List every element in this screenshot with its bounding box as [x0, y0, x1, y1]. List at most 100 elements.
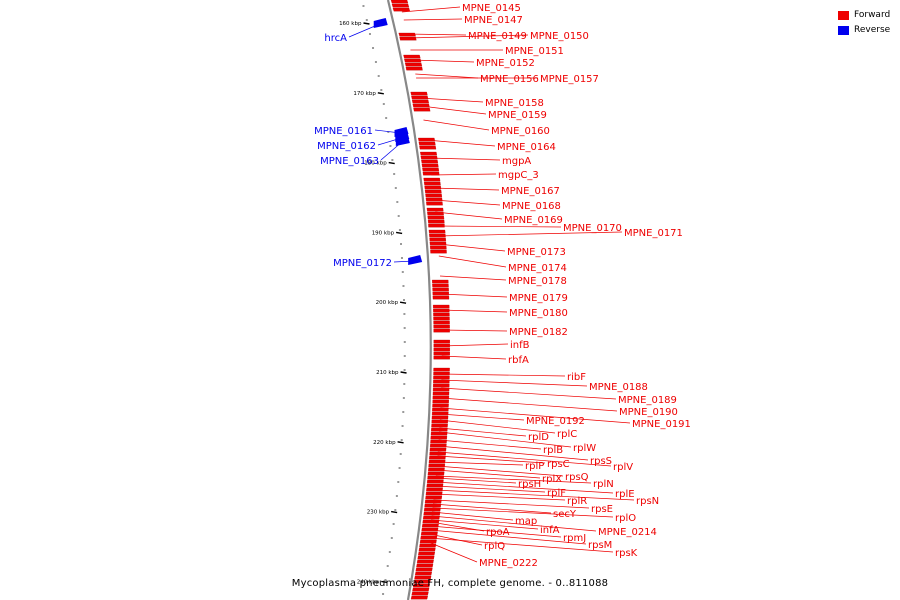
gene-label-mpne-0214: MPNE_0214	[598, 527, 657, 538]
forward-gene-block	[427, 215, 445, 220]
label-connector	[441, 309, 508, 313]
forward-gene-block	[433, 320, 450, 325]
gene-label-rplp: rplP	[525, 461, 544, 472]
forward-gene-block	[428, 223, 445, 228]
forward-gene-block	[429, 237, 447, 242]
forward-gene-block	[418, 551, 436, 556]
label-connector	[380, 141, 403, 161]
forward-gene-block	[413, 579, 431, 584]
gene-label-mpne-0161: MPNE_0161	[314, 126, 373, 137]
label-connector	[429, 529, 587, 545]
forward-gene-block	[432, 295, 450, 300]
tick-marks: 160 kbp 170 kbp 180 kbp 190 kbp 200 kbp 210 k…	[339, 5, 407, 595]
forward-gene-block	[423, 181, 441, 186]
gene-label-rpmj: rpmJ	[563, 533, 586, 544]
gene-label-mgpa: mgpA	[502, 156, 531, 167]
map-caption: Mycoplasma pneumoniae FH, complete genom…	[291, 578, 609, 589]
gene-label-ribf: ribF	[567, 372, 586, 383]
gene-label-rplo: rplO	[615, 513, 636, 524]
label-connector	[434, 489, 635, 501]
label-connector	[441, 379, 588, 387]
label-connector	[440, 407, 631, 424]
gene-label-mpne-0157: MPNE_0157	[540, 74, 599, 85]
forward-gene-block	[411, 591, 429, 596]
forward-gene-block	[432, 291, 450, 296]
label-connector	[441, 387, 617, 400]
forward-gene-block	[426, 201, 443, 206]
gene-label-mpne-0168: MPNE_0168	[502, 201, 561, 212]
forward-gene-block	[433, 308, 450, 313]
gene-label-mpne-0174: MPNE_0174	[508, 263, 567, 274]
label-connector	[440, 413, 525, 421]
gene-label-rplw: rplW	[573, 443, 596, 454]
forward-gene-block	[420, 151, 438, 156]
gene-label-hrca: hrcA	[324, 33, 347, 44]
forward-gene-block	[433, 316, 450, 321]
gene-label-rplr: rplR	[567, 496, 587, 507]
forward-gene-block	[416, 559, 434, 564]
forward-gene-block	[431, 415, 449, 420]
gene-label-mpne-0192: MPNE_0192	[526, 416, 585, 427]
gene-label-mpne-0160: MPNE_0160	[491, 126, 550, 137]
label-connector	[437, 243, 506, 252]
label-connector	[441, 329, 508, 332]
tick-label: 160 kbp	[339, 21, 362, 27]
forward-gene-block	[412, 583, 430, 588]
gene-label-rpse: rpsE	[591, 504, 613, 515]
tick-label: 230 kbp	[367, 510, 390, 516]
major-tick	[377, 92, 384, 95]
label-connector	[440, 293, 508, 298]
label-connector	[434, 493, 566, 501]
gene-label-rpsq: rpsQ	[565, 472, 589, 483]
forward-gene-block	[411, 99, 429, 104]
forward-gene-block	[410, 91, 428, 96]
forward-gene-block	[420, 155, 438, 160]
gene-label-mpne-0178: MPNE_0178	[508, 276, 567, 287]
label-connector	[421, 105, 487, 115]
label-connector	[407, 34, 529, 39]
label-connector	[432, 503, 552, 514]
label-connector	[415, 73, 479, 79]
reverse-gene-block	[408, 255, 423, 265]
label-connector	[436, 469, 541, 479]
forward-gene-block	[433, 351, 450, 356]
label-connector	[434, 199, 501, 206]
label-connector	[432, 511, 514, 521]
label-connector	[441, 355, 507, 360]
tick-label: 190 kbp	[372, 230, 395, 236]
label-connector	[435, 475, 592, 484]
label-connector	[429, 157, 501, 161]
forward-gene-block	[412, 587, 430, 592]
forward-gene-block	[419, 539, 437, 544]
forward-gene-block	[422, 167, 440, 172]
forward-gene-block	[414, 571, 432, 576]
label-connector	[437, 461, 524, 466]
gene-label-mpne-0164: MPNE_0164	[497, 142, 556, 153]
gene-label-mpne-0149: MPNE_0149	[468, 31, 527, 42]
gene-label-rplv: rplV	[613, 462, 633, 473]
label-connector	[377, 137, 402, 146]
forward-gene-block	[433, 328, 450, 333]
reverse-gene-block	[373, 18, 388, 28]
gene-label-rplx: rplX	[542, 474, 562, 485]
label-connector	[419, 97, 484, 103]
forward-gene-block	[425, 491, 443, 496]
label-connector	[437, 231, 623, 237]
forward-gene-block	[433, 375, 450, 380]
label-connector	[438, 445, 589, 461]
forward-gene-block	[416, 563, 434, 568]
forward-gene-block	[403, 54, 421, 59]
forward-gene-block	[426, 487, 443, 492]
label-connector	[393, 260, 415, 263]
forward-gene-block	[421, 159, 439, 164]
label-connector	[431, 519, 539, 530]
forward-gene-block	[415, 567, 433, 572]
legend-forward: Forward	[838, 10, 890, 20]
gene-label-rplq: rplQ	[484, 541, 505, 552]
tick-label: 180 kbp	[364, 161, 387, 167]
gene-label-mpne-0151: MPNE_0151	[505, 46, 564, 57]
forward-gene-block	[399, 36, 417, 41]
tick-label: 220 kbp	[373, 440, 396, 446]
gene-label-infb: infB	[510, 340, 530, 351]
label-connector	[441, 343, 509, 347]
